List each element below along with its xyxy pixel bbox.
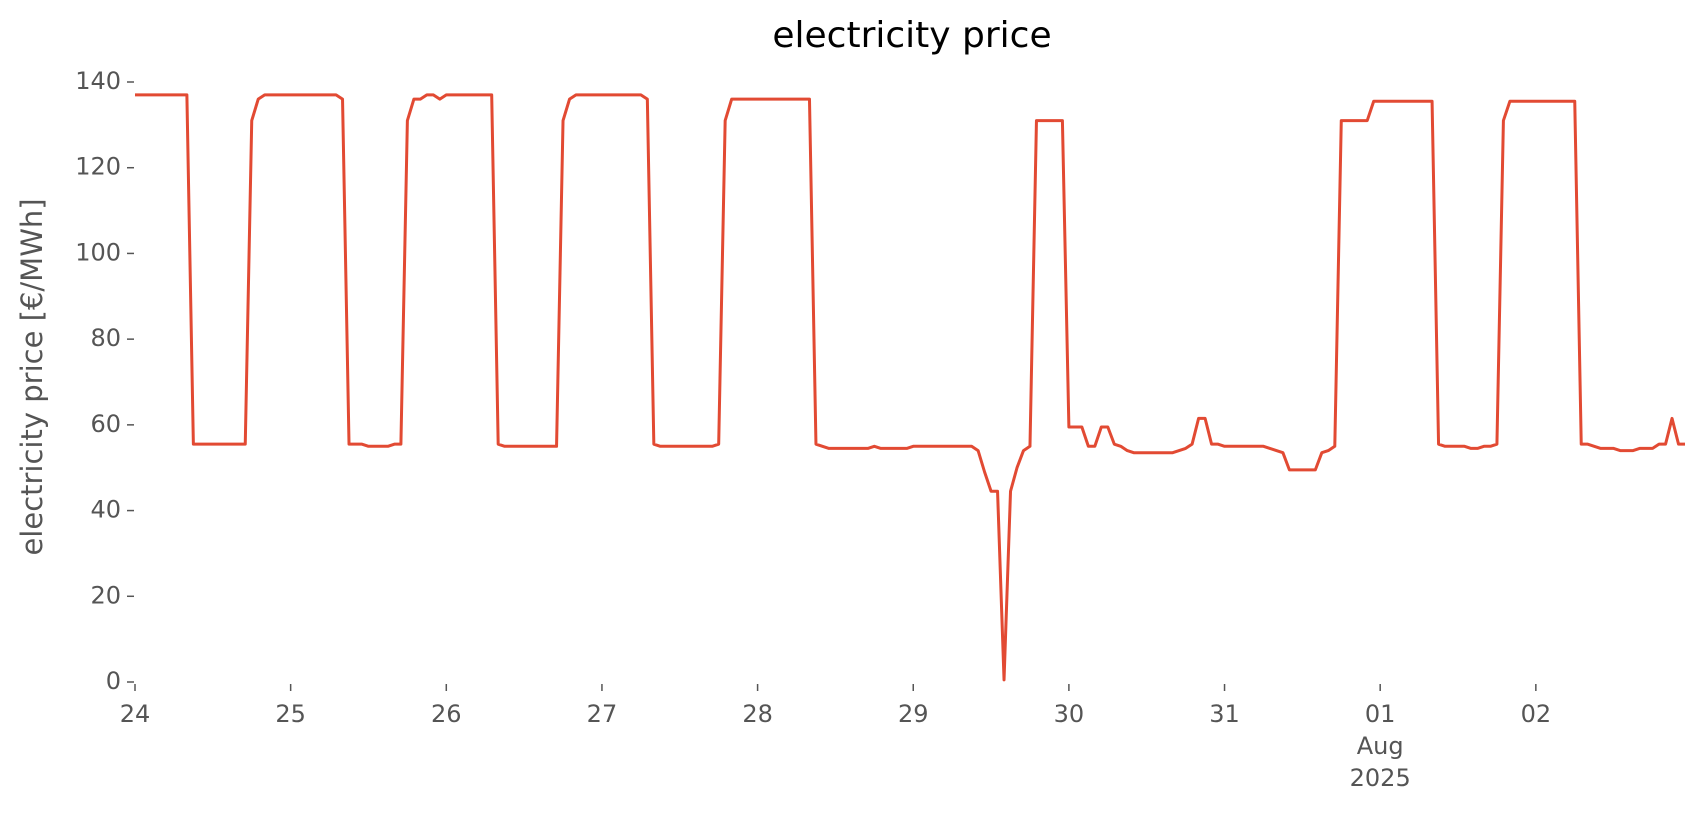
y-tick-label: 140 — [75, 67, 121, 95]
x-tick-label: 01 Aug 2025 — [1350, 700, 1411, 792]
y-tick-label: 40 — [90, 496, 121, 524]
x-tick-label: 28 — [742, 700, 773, 728]
price-line — [135, 93, 1685, 682]
y-tick-label: 60 — [90, 410, 121, 438]
y-tick-label: 100 — [75, 238, 121, 266]
x-tick-label: 30 — [1054, 700, 1085, 728]
y-tick-label: 0 — [106, 667, 121, 695]
x-tick-label: 26 — [431, 700, 462, 728]
y-axis-label: electricity price [€/MWh] — [15, 198, 49, 555]
chart-title: electricity price — [772, 15, 1051, 56]
x-tick-label: 02 — [1521, 700, 1552, 728]
x-tick-label: 25 — [275, 700, 306, 728]
x-tick-label: 27 — [587, 700, 618, 728]
y-tick-label: 120 — [75, 153, 121, 181]
x-tick-label: 24 — [120, 700, 151, 728]
x-tick-label: 31 — [1209, 700, 1240, 728]
x-tick-label: 29 — [898, 700, 929, 728]
y-tick-label: 20 — [90, 581, 121, 609]
y-tick-label: 80 — [90, 324, 121, 352]
